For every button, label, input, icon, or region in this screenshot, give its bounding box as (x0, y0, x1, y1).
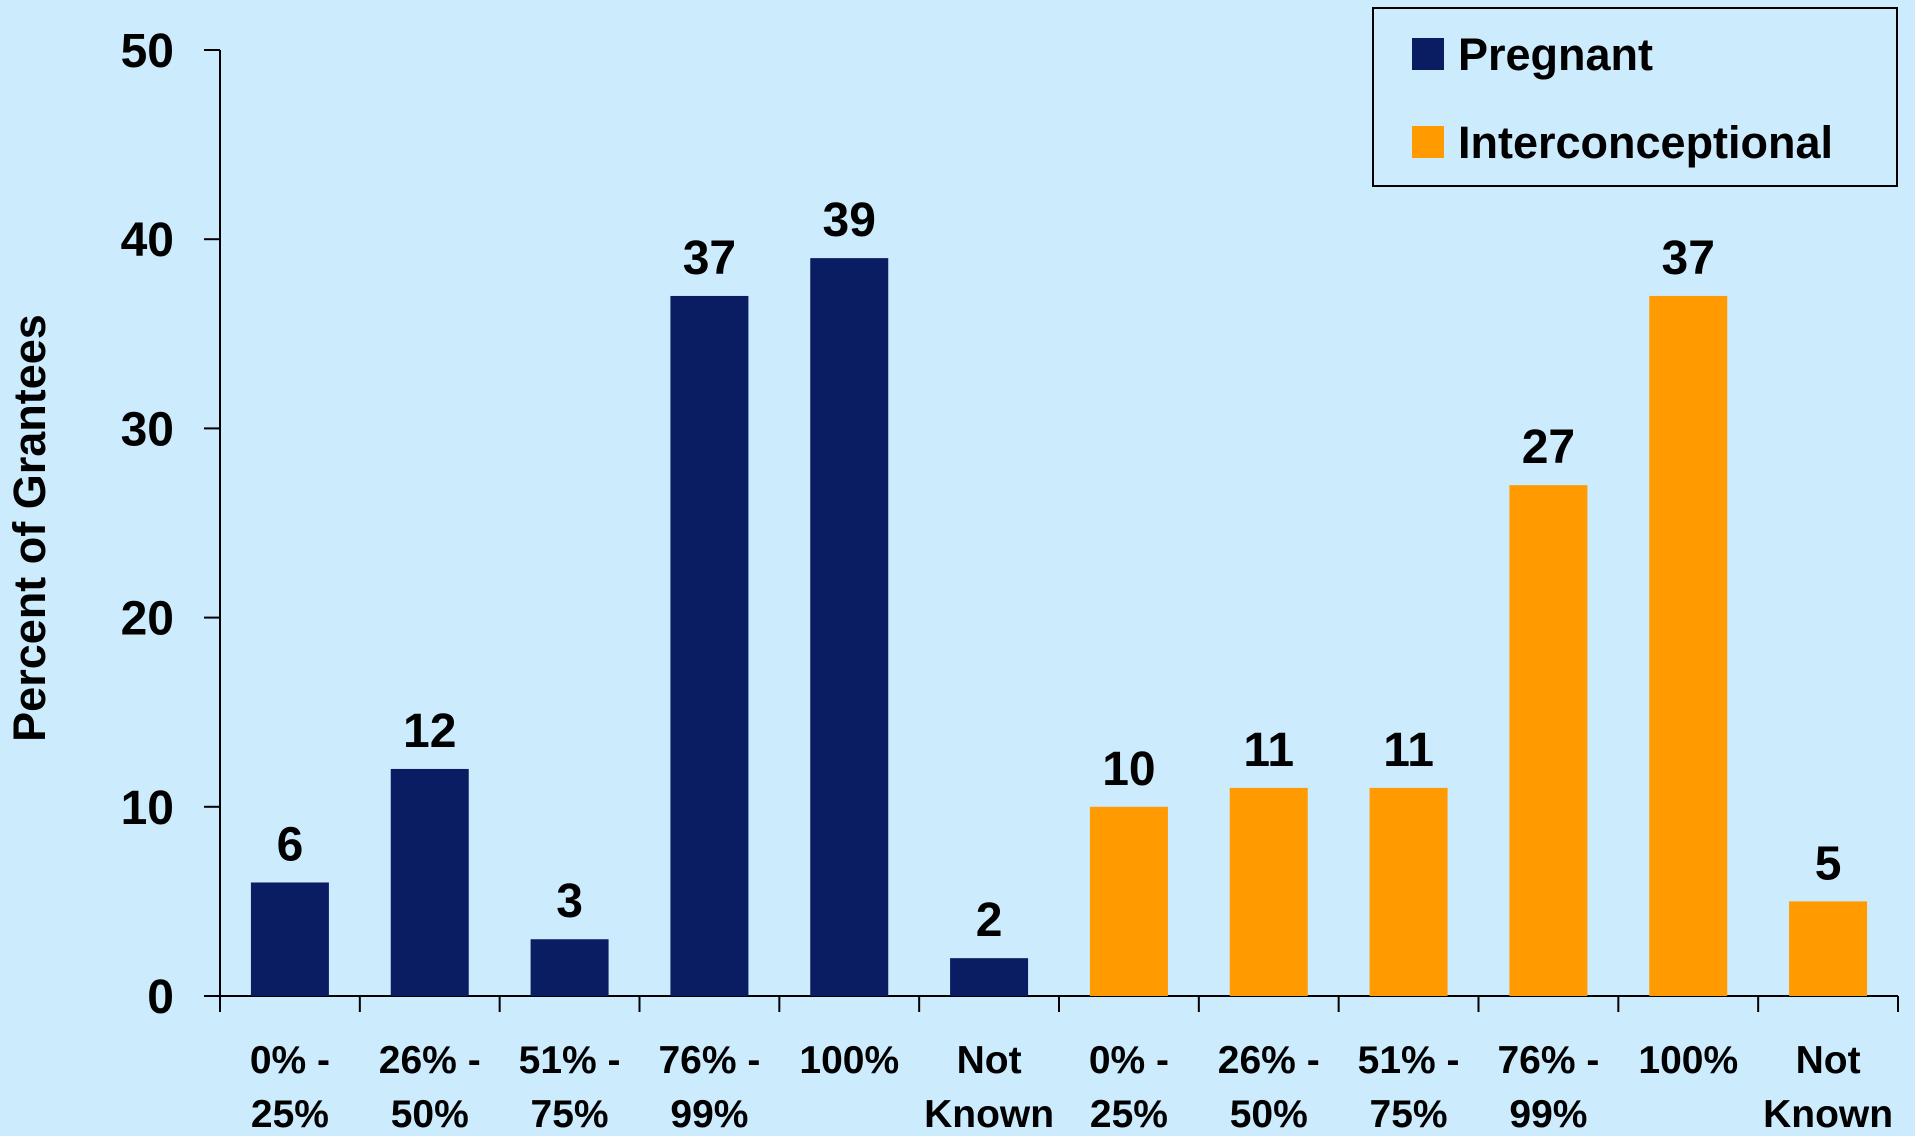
bar (1509, 485, 1588, 996)
data-label: 2 (976, 894, 1003, 947)
category-label: 51% - 75% (519, 1039, 621, 1136)
category-label-line: 100% (1638, 1039, 1738, 1082)
category-label-line: 75% (1370, 1093, 1448, 1136)
category-label-line: 0% - (250, 1039, 330, 1082)
y-axis: 0 10 20 30 40 50 (121, 25, 221, 1024)
legend-swatch (1412, 126, 1444, 158)
category-label-line: 75% (531, 1093, 609, 1136)
category-label: Not Known (924, 1039, 1054, 1136)
legend-label: Interconceptional (1458, 117, 1833, 168)
y-tick-label: 0 (147, 971, 174, 1024)
data-label: 3 (556, 875, 583, 928)
category-label-line: Not (957, 1039, 1022, 1082)
data-label: 11 (1243, 724, 1294, 777)
category-label: 0% - 25% (1089, 1039, 1169, 1136)
data-label: 5 (1815, 837, 1842, 890)
data-label: 10 (1102, 743, 1155, 796)
data-label: 37 (683, 232, 736, 285)
bar (1649, 295, 1728, 997)
data-label: 6 (277, 818, 304, 871)
data-label: 39 (823, 194, 876, 247)
category-label: 100% (1638, 1039, 1738, 1082)
bar (390, 768, 469, 996)
bars (250, 258, 1868, 997)
category-label: 26% - 50% (379, 1039, 481, 1136)
bar (950, 958, 1029, 996)
data-labels: 6 12 3 37 39 2 10 11 11 27 37 5 (277, 194, 1842, 947)
y-tick-label: 30 (121, 403, 174, 456)
category-label-line: 26% - (379, 1039, 481, 1082)
category-label: 76% - 99% (1497, 1039, 1599, 1136)
category-label: 0% - 25% (250, 1039, 330, 1136)
data-label: 11 (1383, 724, 1434, 777)
y-tick-label: 20 (121, 593, 174, 646)
data-label: 37 (1662, 232, 1715, 285)
x-axis (219, 995, 1899, 1012)
bar (810, 258, 889, 996)
category-label-line: Known (924, 1093, 1054, 1136)
y-tick-label: 50 (121, 25, 174, 78)
category-label: 51% - 75% (1358, 1039, 1460, 1136)
category-label: 76% - 99% (658, 1039, 760, 1136)
category-label-line: Not (1796, 1039, 1861, 1082)
y-tick-label: 40 (121, 214, 174, 267)
category-label-line: 99% (1509, 1093, 1587, 1136)
y-tick-label: 10 (121, 782, 174, 835)
data-label: 27 (1522, 421, 1575, 474)
category-label-line: 50% (391, 1093, 469, 1136)
bar (1229, 787, 1308, 996)
legend-label: Pregnant (1458, 29, 1653, 80)
category-label-line: 76% - (658, 1039, 760, 1082)
bar (250, 882, 329, 996)
category-label-line: 51% - (519, 1039, 621, 1082)
data-label: 12 (403, 705, 456, 758)
bar (1089, 806, 1168, 996)
category-label-line: 25% (251, 1093, 329, 1136)
category-label: 26% - 50% (1218, 1039, 1320, 1136)
category-label-line: Known (1763, 1093, 1893, 1136)
category-label-line: 100% (799, 1039, 899, 1082)
category-labels: 0% - 25% 26% - 50% 51% - 75% 76% - 99% 100% Not Kn… (250, 1039, 1893, 1136)
category-label-line: 51% - (1358, 1039, 1460, 1082)
legend-box (1372, 7, 1898, 187)
category-label-line: 26% - (1218, 1039, 1320, 1082)
legend: Pregnant Interconceptional (1372, 7, 1898, 187)
category-label: Not Known (1763, 1039, 1893, 1136)
bar (1369, 787, 1448, 996)
category-label-line: 0% - (1089, 1039, 1169, 1082)
bar (1789, 901, 1868, 996)
category-label: 100% (799, 1039, 899, 1082)
bar (530, 939, 609, 996)
y-axis-label: Percent of Grantees (4, 314, 55, 742)
category-label-line: 76% - (1497, 1039, 1599, 1082)
category-label-line: 50% (1230, 1093, 1308, 1136)
category-label-line: 99% (670, 1093, 748, 1136)
category-label-line: 25% (1090, 1093, 1168, 1136)
legend-swatch (1412, 38, 1444, 70)
bar (670, 295, 749, 997)
